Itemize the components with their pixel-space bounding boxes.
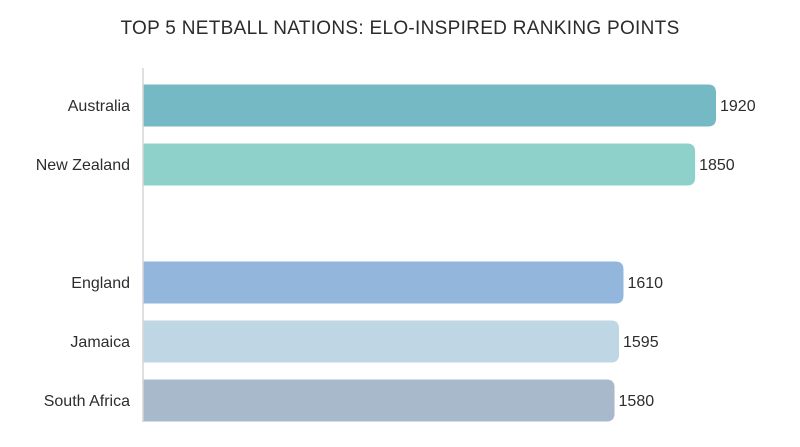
value-label: 1850 — [699, 157, 735, 174]
category-label: New Zealand — [36, 157, 130, 174]
value-label: 1580 — [619, 393, 655, 410]
category-label: South Africa — [44, 393, 130, 410]
value-label: 1610 — [627, 275, 663, 292]
value-label: 1595 — [623, 334, 659, 351]
bar-new-zealand — [143, 143, 696, 186]
bar-england — [143, 261, 624, 304]
bar-south-africa — [143, 379, 615, 422]
bar-australia — [143, 84, 716, 127]
bar-jamaica — [143, 320, 620, 363]
category-label: Australia — [68, 98, 130, 115]
category-label: Jamaica — [70, 334, 130, 351]
bars-layer: Australia 1920 New Zealand 1850 England 1610 J… — [36, 84, 756, 422]
chart-title: TOP 5 NETBALL NATIONS: ELO-INSPIRED RANK… — [120, 18, 680, 39]
value-label: 1920 — [720, 98, 756, 115]
category-label: England — [71, 275, 130, 292]
